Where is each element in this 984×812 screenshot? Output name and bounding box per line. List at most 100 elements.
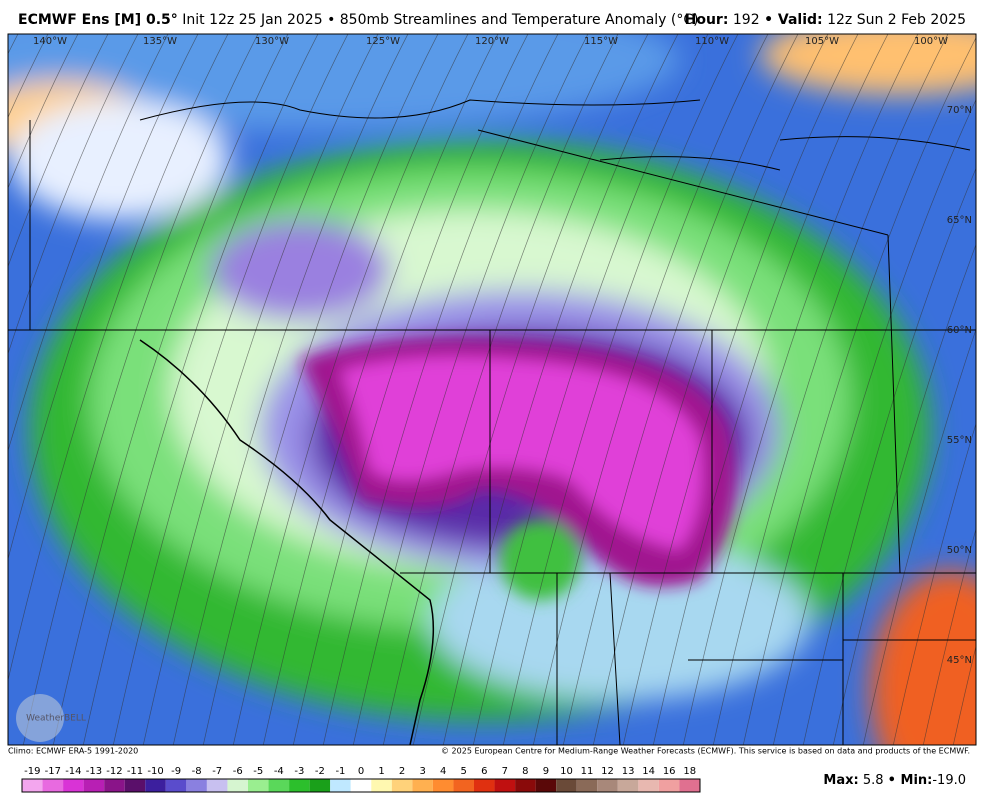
map-frame — [7, 33, 977, 746]
colorbar-label: 2 — [399, 766, 405, 777]
streamline — [772, 98, 976, 745]
longitude-label: 125°W — [366, 36, 400, 47]
streamline — [292, 34, 529, 745]
colorbar-label: 9 — [543, 766, 549, 777]
streamline — [502, 34, 739, 745]
colorbar-swatch — [597, 779, 618, 792]
longitude-label: 115°W — [584, 36, 618, 47]
colorbar-swatch — [165, 779, 187, 792]
colorbar-label: 0 — [358, 766, 364, 777]
colorbar-label: 14 — [642, 766, 655, 777]
colorbar: -19 -17 -14 -13 -12 -11 -10 -9 -8 -7 -6 -5 -4 -3 -2 -1 0… — [21, 766, 701, 793]
streamline — [892, 422, 976, 745]
streamline — [142, 34, 379, 745]
colorbar-label: 10 — [560, 766, 573, 777]
streamline — [682, 34, 919, 745]
colorbar-label: 6 — [481, 766, 487, 777]
colorbar-swatch — [22, 779, 43, 792]
coastline — [139, 339, 435, 745]
title-rest: Init 12z 25 Jan 2025 • 850mb Streamlines… — [182, 12, 698, 28]
streamline — [52, 34, 289, 745]
longitude-labels: 140°W 135°W 130°W 125°W 120°W 115°W 110°W 105°W… — [33, 36, 948, 47]
colorbar-label: 12 — [601, 766, 614, 777]
hour-label: Hour: — [685, 12, 729, 28]
colorbar-swatch — [206, 779, 228, 792]
logo-badge — [16, 694, 64, 742]
colorbar-swatch — [309, 779, 331, 792]
latitude-label: 70°N — [947, 105, 972, 116]
streamline — [8, 34, 79, 189]
climo-note: Climo: ECMWF ERA-5 1991-2020 — [8, 747, 138, 756]
longitude-label: 135°W — [143, 36, 177, 47]
colorbar-swatch — [576, 779, 598, 792]
colorbar-label: -7 — [212, 766, 222, 777]
streamline — [622, 34, 859, 745]
colorbar-swatch — [83, 779, 105, 792]
streamline — [592, 34, 829, 745]
streamline — [322, 34, 559, 745]
colorbar-swatch — [350, 779, 372, 792]
colorbar-swatch — [248, 779, 269, 792]
borders — [8, 99, 976, 745]
colorbar-label: 5 — [461, 766, 467, 777]
streamline — [8, 34, 139, 355]
streamline — [742, 37, 976, 745]
colorbar-label: -11 — [127, 766, 143, 777]
colorbar-label: -9 — [171, 766, 181, 777]
colorbar-label: 13 — [622, 766, 635, 777]
colorbar-swatch — [658, 779, 680, 792]
latitude-label: 60°N — [947, 325, 972, 336]
latitude-label: 50°N — [947, 545, 972, 556]
cold-core — [300, 337, 736, 600]
streamline — [412, 34, 649, 745]
province-borders — [400, 129, 976, 745]
title-model: ECMWF Ens [M] 0.5° — [18, 12, 178, 28]
logo: WeatherBELL — [26, 714, 86, 724]
stats: Max: 5.8 • Min:-19.0 — [823, 773, 966, 788]
colorbar-label: -12 — [106, 766, 122, 777]
colorbar-label: 7 — [502, 766, 508, 777]
colorbar-swatch — [186, 779, 207, 792]
longitude-label: 120°W — [475, 36, 509, 47]
streamline — [352, 34, 589, 745]
longitude-label: 100°W — [914, 36, 948, 47]
colorbar-swatch — [494, 779, 516, 792]
colorbar-swatch — [104, 779, 125, 792]
streamline — [8, 34, 199, 561]
valid: 12z Sun 2 Feb 2025 — [827, 12, 966, 28]
longitude-label: 110°W — [695, 36, 729, 47]
latitude-labels: 70°N 65°N 60°N 55°N 50°N 45°N — [947, 105, 972, 666]
arctic-coast — [139, 99, 971, 171]
latitude-label: 45°N — [947, 655, 972, 666]
colorbar-label: 1 — [378, 766, 384, 777]
colorbar-swatch — [453, 779, 474, 792]
colorbar-label: -4 — [274, 766, 284, 777]
title: ECMWF Ens [M] 0.5° Init 12z 25 Jan 2025 … — [18, 12, 699, 28]
streamline — [8, 34, 49, 119]
streamline — [202, 34, 439, 745]
streamline — [442, 34, 679, 745]
colorbar-label: -19 — [24, 766, 40, 777]
streamline — [8, 34, 229, 682]
colorbar-label: -6 — [233, 766, 243, 777]
colorbar-label: 8 — [522, 766, 528, 777]
colorbar-label: 4 — [440, 766, 446, 777]
copyright: © 2025 European Centre for Medium-Range … — [441, 747, 970, 756]
colorbar-swatch — [679, 779, 700, 792]
colorbar-swatch — [124, 779, 146, 792]
colorbar-swatch — [268, 779, 290, 792]
streamline — [8, 34, 109, 268]
colorbar-label: -1 — [335, 766, 345, 777]
streamline — [802, 167, 976, 745]
colorbar-swatch — [289, 779, 310, 792]
colorbar-label: -5 — [253, 766, 263, 777]
max-label: Max: — [823, 773, 858, 788]
colorbar-swatch — [535, 779, 557, 792]
longitude-label: 130°W — [255, 36, 289, 47]
streamline — [652, 34, 889, 745]
valid-label: • Valid: — [764, 12, 823, 28]
hour: 192 — [733, 12, 760, 28]
colorbar-swatch — [330, 779, 351, 792]
